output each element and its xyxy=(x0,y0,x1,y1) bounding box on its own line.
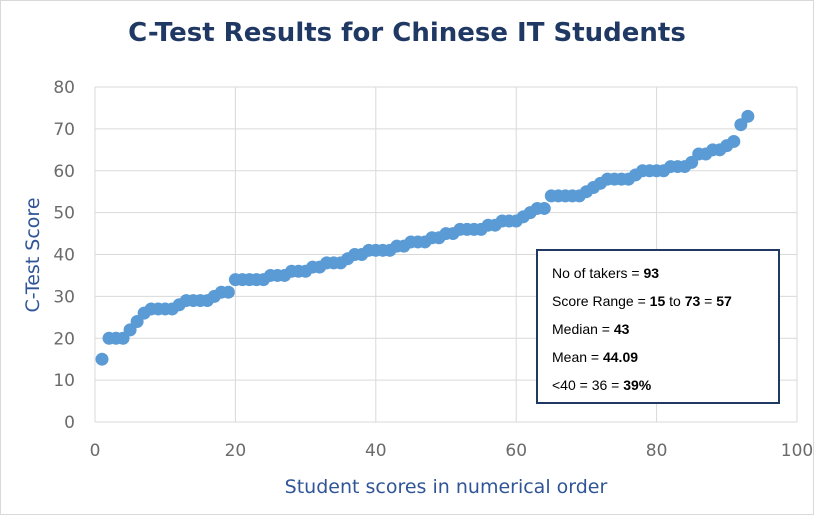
y-tick-label: 0 xyxy=(64,413,75,433)
y-tick-label: 60 xyxy=(53,162,75,182)
stats-box: No of takers = 93 Score Range = 15 to 73… xyxy=(536,249,780,404)
y-tick-label: 10 xyxy=(53,371,75,391)
stat-median: Median = 43 xyxy=(552,321,630,337)
x-tick-label: 100 xyxy=(781,441,813,461)
x-tick-label: 80 xyxy=(646,441,668,461)
chart-title: C-Test Results for Chinese IT Students xyxy=(128,18,686,48)
x-axis-title: Student scores in numerical order xyxy=(284,476,608,498)
stat-score-range: Score Range = 15 to 73 = 57 xyxy=(552,293,732,309)
data-point xyxy=(221,285,235,299)
stat-mean: Mean = 44.09 xyxy=(552,349,639,365)
y-tick-label: 30 xyxy=(53,287,75,307)
x-tick-label: 40 xyxy=(365,441,387,461)
y-axis-title: C-Test Score xyxy=(22,197,44,313)
data-point xyxy=(741,109,755,123)
y-tick-label: 50 xyxy=(53,204,75,224)
x-tick-label: 0 xyxy=(90,441,101,461)
x-tick-label: 60 xyxy=(505,441,527,461)
stat-below-40: <40 = 36 = 39% xyxy=(552,377,652,393)
y-tick-label: 80 xyxy=(53,78,75,98)
y-tick-label: 40 xyxy=(53,246,75,266)
stat-takers: No of takers = 93 xyxy=(552,265,660,281)
data-point xyxy=(537,201,551,215)
tick-labels: 0 20 40 60 80 100 0 10 20 30 40 50 60 70 80 xyxy=(53,78,813,461)
y-tick-label: 70 xyxy=(53,120,75,140)
y-tick-label: 20 xyxy=(53,329,75,349)
x-tick-label: 20 xyxy=(225,441,247,461)
data-point xyxy=(727,134,741,148)
data-series xyxy=(95,109,755,366)
data-point xyxy=(95,352,109,366)
